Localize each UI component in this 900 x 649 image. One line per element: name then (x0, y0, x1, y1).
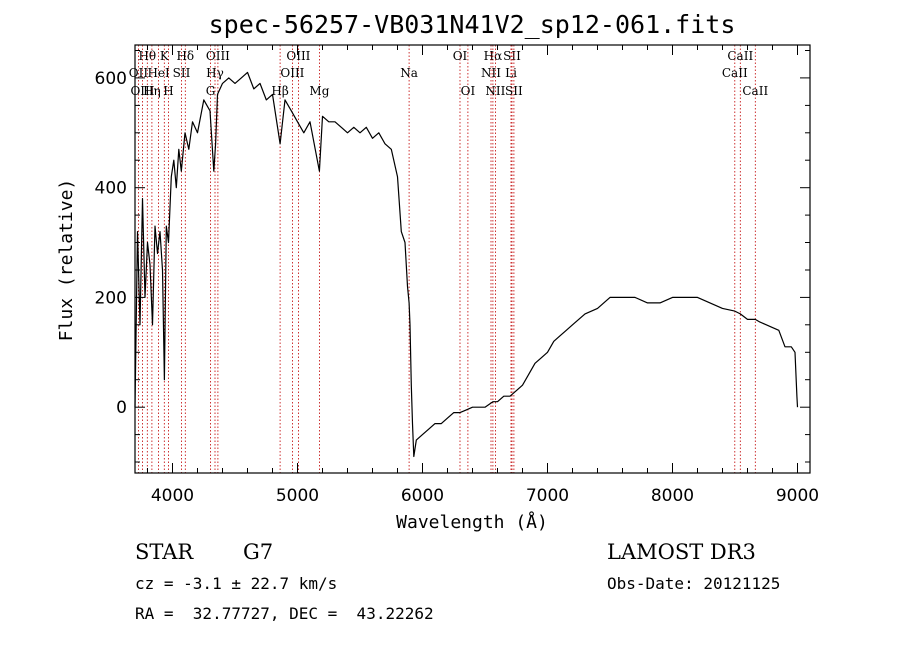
spectrum-line-series (134, 71, 799, 458)
spectral-line-label: Na (400, 66, 418, 80)
x-tick-label: 6000 (401, 486, 444, 506)
spectral-line-label: NII (481, 66, 501, 80)
y-tick-label: 600 (95, 69, 127, 89)
series-layer (134, 71, 799, 458)
spectral-line-label: Hθ (138, 49, 156, 63)
spectral-line-label: Li (505, 66, 517, 80)
x-tick-label: 5000 (276, 486, 319, 506)
chart-title: spec-56257-VB031N41V2_sp12-061.fits (209, 10, 736, 39)
x-tick-label: 4000 (151, 486, 194, 506)
spectral-line-label: SII (505, 84, 523, 98)
object-subclass: G7 (243, 540, 274, 564)
observation-date: Obs-Date: 20121125 (607, 574, 781, 593)
spectral-line-label: NII (485, 84, 505, 98)
spectral-line-label: OIII (280, 66, 304, 80)
spectral-line-label: OIII (206, 49, 230, 63)
spectral-line-label: CaII (742, 84, 768, 98)
spectral-line-label: H (163, 84, 173, 98)
redshift-text: cz = -3.1 ± 22.7 km/s (135, 574, 338, 593)
x-tick-label: 8000 (651, 486, 694, 506)
spectral-line-label: OIII (130, 84, 154, 98)
spectral-line-label: OIII (286, 49, 310, 63)
survey-name: LAMOST DR3 (607, 540, 756, 564)
y-tick-label: 0 (116, 398, 127, 418)
spectral-line-label: G (206, 84, 216, 98)
spectral-line-label: OII (129, 66, 149, 80)
axis-ticks: 4000 5000 6000 7000 8000 9000 0 200 400 600 (95, 45, 819, 506)
x-axis-label: Wavelength (Å) (396, 511, 548, 533)
spectral-line-label: Mg (309, 84, 329, 98)
plot-frame (134, 44, 811, 474)
spectral-line-label: Hα (484, 49, 503, 63)
spectral-line-label: K (160, 49, 170, 63)
spectral-line-label: Hβ (271, 84, 288, 98)
spectral-line-label: Hη (143, 84, 161, 98)
y-tick-label: 200 (95, 288, 127, 308)
spectral-line-label: OI (461, 84, 476, 98)
y-axis-label: Flux (relative) (56, 179, 77, 342)
spectral-line-label: SII (173, 66, 191, 80)
y-tick-label: 400 (95, 179, 127, 199)
spectral-line-label: HeI (147, 66, 170, 80)
coordinates-text: RA = 32.77727, DEC = 43.22262 (135, 604, 434, 623)
object-class: STAR (135, 540, 194, 564)
spectral-line-label: CaII (722, 66, 748, 80)
spectral-line-label: Hδ (176, 49, 194, 63)
spectral-line-label: SII (503, 49, 521, 63)
spectral-line-label: Hγ (206, 66, 224, 80)
x-tick-label: 9000 (776, 486, 819, 506)
spectral-line-label: OI (453, 49, 468, 63)
spectral-line-label: CaII (727, 49, 753, 63)
x-tick-label: 7000 (526, 486, 569, 506)
